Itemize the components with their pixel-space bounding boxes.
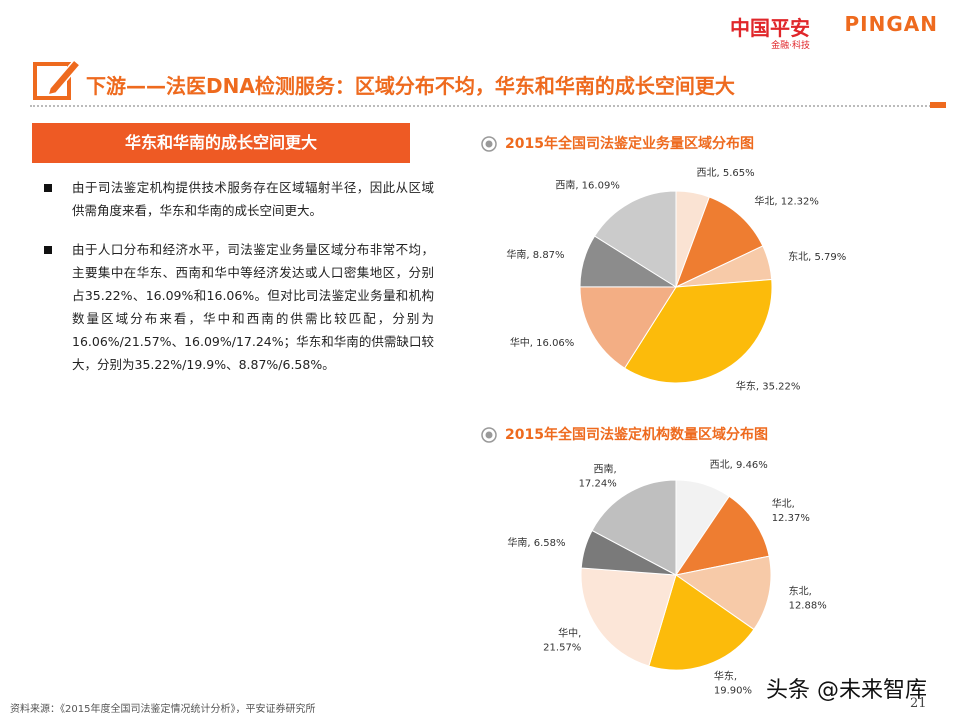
data-label-line: 12.37% [772, 513, 810, 524]
bullet-marker [44, 246, 52, 254]
data-label-line: 华南, 8.87% [506, 248, 564, 261]
data-label: 华东, 35.22% [736, 379, 801, 392]
bullet-text: 由于人口分布和经济水平，司法鉴定业务量区域分布非常不均，主要集中在华东、西南和华… [72, 242, 434, 372]
data-label-line: 西南, 16.09% [555, 179, 620, 192]
pie-slice [674, 495, 770, 576]
pie-slice [623, 278, 773, 384]
data-label: 西南, 17.24% [579, 462, 617, 489]
title-icon [485, 140, 493, 148]
logo-sub: 金融·科技 [771, 41, 810, 51]
data-label: 东北, 5.79% [788, 250, 846, 263]
slide-title: 下游——法医DNA检测服务：区域分布不均，华东和华南的成长空间更大 [86, 74, 735, 98]
data-label-line: 西南, [594, 462, 617, 475]
source: 资料来源：《2015年度全国司法鉴定情况统计分析》，平安证券研究所 [10, 704, 316, 715]
data-label-line: 华东, 35.22% [736, 379, 801, 392]
data-label: 华北, 12.32% [754, 194, 819, 207]
pie-slice [675, 196, 764, 288]
data-label: 东北, 12.88% [789, 584, 827, 611]
bullet-text: 由于司法鉴定机构提供技术服务存在区域辐射半径，因此从区域供需角度来看，华东和华南… [72, 180, 434, 218]
data-label: 华南, 6.58% [507, 536, 565, 549]
data-label-line: 华中, 16.06% [510, 336, 575, 349]
data-label-line: 华南, 6.58% [507, 536, 565, 549]
data-label-line: 东北, [789, 584, 812, 597]
data-label: 华南, 8.87% [506, 248, 564, 261]
title-icon [33, 58, 82, 100]
data-label: 华东, 19.90% [714, 670, 752, 697]
title-rule-end [930, 102, 946, 108]
data-label: 西北, 5.65% [696, 167, 754, 179]
data-label: 西南, 16.09% [555, 179, 620, 192]
data-label-line: 西北, 9.46% [710, 459, 768, 471]
section-title: 华东和华南的成长空间更大 [32, 123, 410, 163]
data-label-line: 21.57% [543, 642, 581, 653]
pie-slice [593, 190, 677, 288]
data-label: 西北, 9.46% [710, 459, 768, 471]
data-label: 华中, 16.06% [510, 336, 575, 349]
page-number: 21 [910, 696, 927, 711]
data-label: 华中, 21.57% [543, 626, 581, 653]
title-icon [481, 136, 497, 152]
data-label-line: 12.88% [789, 600, 827, 611]
title-rule [30, 105, 935, 107]
logo-cn: 中国平安 [730, 16, 810, 40]
pie-slice [674, 555, 772, 631]
data-label-line: 华中, [558, 626, 581, 639]
data-label-line: 17.24% [579, 478, 617, 489]
data-label-line: 东北, 5.79% [788, 250, 846, 263]
title-icon [485, 431, 493, 439]
title-icon [481, 427, 497, 443]
data-label-line: 华北, [772, 497, 795, 510]
pie-slice [580, 567, 677, 667]
chart-title: 2015年全国司法鉴定机构数量区域分布图 [505, 426, 768, 443]
pie-slice [591, 479, 677, 576]
data-label-line: 西北, 5.65% [696, 167, 754, 179]
pie-slice [648, 574, 755, 671]
chart-title: 2015年全国司法鉴定业务量区域分布图 [505, 135, 754, 152]
data-label-line: 华东, [714, 670, 737, 683]
pie-slice [579, 286, 677, 369]
logo-en: PINGAN [844, 12, 938, 36]
watermark: 头条 @未来智库 [766, 678, 927, 703]
data-label-line: 19.90% [714, 686, 752, 697]
data-label: 华北, 12.37% [772, 497, 810, 524]
bullet-marker [44, 184, 52, 192]
data-label-line: 华北, 12.32% [754, 194, 819, 207]
